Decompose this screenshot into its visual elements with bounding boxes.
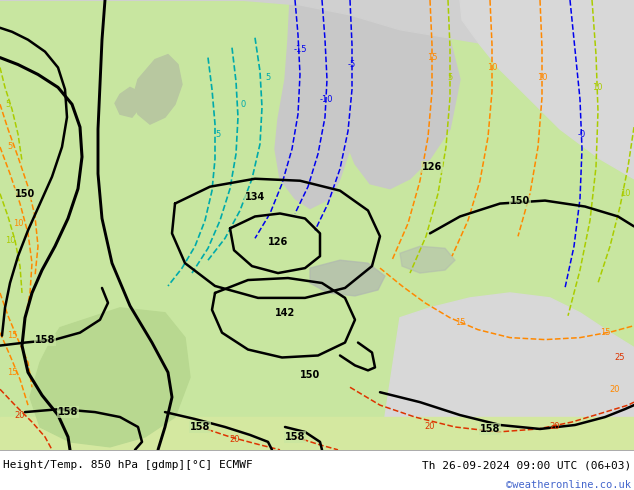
Text: 10: 10 — [592, 83, 602, 92]
Text: -10: -10 — [320, 95, 333, 104]
Text: 5: 5 — [5, 100, 11, 109]
Text: 5: 5 — [8, 143, 13, 151]
Text: 0: 0 — [240, 100, 245, 109]
Text: -0: -0 — [578, 129, 586, 139]
Text: ©weatheronline.co.uk: ©weatheronline.co.uk — [506, 480, 631, 490]
Polygon shape — [275, 0, 400, 209]
Text: 15: 15 — [7, 331, 17, 340]
Text: 134: 134 — [245, 192, 265, 201]
Text: 20: 20 — [15, 411, 25, 419]
Text: 20: 20 — [610, 385, 620, 394]
Text: 10: 10 — [537, 73, 547, 82]
Polygon shape — [400, 246, 455, 273]
Text: Height/Temp. 850 hPa [gdmp][°C] ECMWF: Height/Temp. 850 hPa [gdmp][°C] ECMWF — [3, 460, 253, 470]
Text: 5: 5 — [448, 73, 453, 82]
Polygon shape — [320, 0, 460, 189]
Text: -15: -15 — [294, 45, 307, 54]
Text: 150: 150 — [15, 189, 35, 198]
Polygon shape — [380, 293, 634, 450]
Text: 142: 142 — [275, 308, 295, 318]
Text: 126: 126 — [268, 237, 288, 247]
Polygon shape — [460, 0, 634, 179]
Text: 150: 150 — [300, 370, 320, 380]
Polygon shape — [115, 87, 140, 117]
Text: 25: 25 — [615, 353, 625, 362]
Text: 158: 158 — [285, 432, 305, 442]
Polygon shape — [0, 417, 634, 450]
Text: 10: 10 — [620, 189, 630, 198]
Text: 20: 20 — [230, 436, 240, 444]
Text: 15: 15 — [600, 328, 611, 337]
Polygon shape — [310, 260, 385, 296]
Text: 15: 15 — [7, 368, 17, 377]
Text: 158: 158 — [190, 422, 210, 432]
Text: 5: 5 — [216, 129, 221, 139]
Text: 20: 20 — [550, 422, 560, 432]
Text: 150: 150 — [510, 196, 530, 206]
Text: 20: 20 — [425, 422, 436, 432]
Text: 15: 15 — [455, 318, 465, 327]
Polygon shape — [0, 0, 634, 60]
Text: -5: -5 — [348, 60, 356, 69]
Text: 158: 158 — [58, 407, 78, 417]
Text: 5: 5 — [266, 73, 271, 82]
Text: 158: 158 — [35, 335, 55, 344]
Text: Th 26-09-2024 09:00 UTC (06+03): Th 26-09-2024 09:00 UTC (06+03) — [422, 460, 631, 470]
Text: 15: 15 — [427, 53, 437, 62]
Text: 10: 10 — [487, 63, 497, 72]
Polygon shape — [133, 54, 182, 124]
Text: 158: 158 — [480, 424, 500, 434]
Polygon shape — [30, 308, 190, 447]
Text: 126: 126 — [422, 162, 442, 172]
Text: 10: 10 — [4, 236, 15, 245]
Text: 10: 10 — [13, 219, 23, 228]
